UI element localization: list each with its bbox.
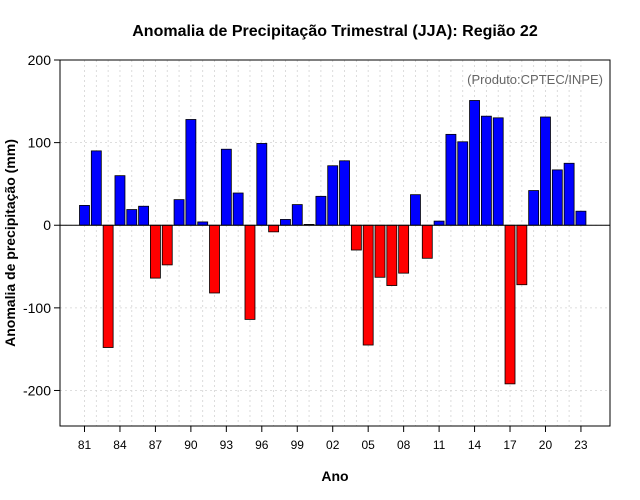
bar-2007 [386, 224, 398, 286]
y-tick-label: 0 [43, 217, 51, 233]
y-tick-label: -200 [23, 382, 51, 398]
bar-1987 [150, 224, 161, 279]
y-axis-title: Anomalia de precipitação (mm) [2, 139, 18, 347]
bar-2016 [492, 117, 504, 226]
bar-1986 [138, 205, 150, 226]
bar-1984 [114, 175, 126, 226]
bar-1983 [102, 224, 114, 348]
plot-frame [59, 59, 611, 427]
y-tick-label: -100 [23, 300, 51, 316]
x-axis: 81 84 87 90 93 96 99 02 05 08 11 14 17 20 23 [78, 426, 588, 452]
bar-2011 [433, 220, 445, 226]
x-tick-label: 81 [78, 438, 92, 452]
bar-1989 [173, 199, 185, 226]
x-tick-label: 84 [113, 438, 127, 452]
bar-2005 [362, 224, 374, 346]
x-tick-label: 20 [539, 438, 553, 452]
bar-1999 [291, 204, 303, 226]
bar-2015 [480, 115, 492, 226]
x-tick-label: 96 [255, 438, 269, 452]
chart-title: Anomalia de Precipitação Trimestral (JJA… [132, 23, 538, 40]
bar-1992 [209, 224, 220, 294]
bar-2018 [516, 224, 528, 286]
bar-2023 [575, 210, 587, 226]
bar-2017 [504, 224, 516, 385]
x-tick-label: 23 [574, 438, 588, 452]
bar-2022 [563, 162, 575, 226]
bar-2002 [327, 165, 339, 226]
bar-2021 [551, 169, 563, 226]
x-tick-label: 17 [503, 438, 517, 452]
y-axis: 200 100 0 -100 -200 [23, 52, 60, 398]
bar-2008 [398, 224, 410, 274]
bar-2020 [540, 116, 551, 226]
bar-1981 [79, 205, 90, 226]
bar-2009 [410, 194, 421, 226]
x-axis-title: Ano [321, 468, 348, 484]
bar-1988 [161, 224, 173, 266]
x-tick-label: 11 [433, 438, 446, 452]
bar-2006 [374, 224, 386, 278]
x-tick-label: 05 [362, 438, 376, 452]
x-tick-label: 08 [397, 438, 411, 452]
bar-2004 [350, 224, 362, 251]
credit-label: (Produto:CPTEC/INPE) [467, 72, 603, 87]
bars-layer [79, 100, 587, 385]
bar-1990 [185, 119, 197, 226]
bar-1994 [232, 192, 244, 226]
bar-1985 [126, 209, 138, 226]
bar-1996 [256, 143, 268, 226]
bar-2003 [339, 160, 350, 226]
bar-2014 [469, 100, 480, 226]
bar-2012 [445, 133, 457, 226]
x-tick-label: 99 [291, 438, 305, 452]
bar-2019 [528, 190, 540, 226]
bar-1982 [90, 150, 102, 226]
y-tick-label: 100 [28, 135, 52, 151]
bar-2010 [421, 224, 433, 259]
x-tick-label: 14 [468, 438, 482, 452]
bar-2013 [457, 141, 469, 226]
bar-1998 [280, 219, 291, 226]
x-tick-label: 90 [184, 438, 198, 452]
bar-2001 [315, 195, 327, 226]
grid-layer [60, 59, 610, 426]
y-tick-label: 200 [28, 52, 52, 68]
bar-1997 [268, 224, 280, 233]
x-tick-label: 02 [326, 438, 340, 452]
x-tick-label: 93 [220, 438, 234, 452]
bar-1993 [220, 148, 232, 226]
bar-1995 [244, 224, 256, 320]
x-tick-label: 87 [149, 438, 163, 452]
